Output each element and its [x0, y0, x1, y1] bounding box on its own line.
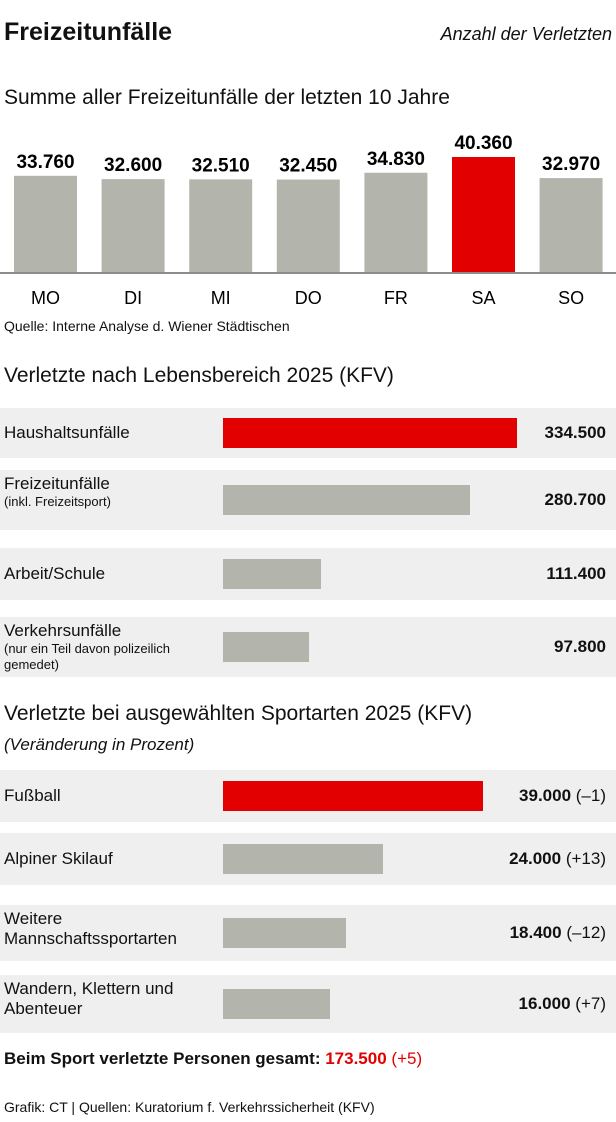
value: 18.400: [509, 923, 562, 942]
category-label: FR: [384, 288, 408, 308]
row-label: Freizeitunfälle (inkl. Freizeitsport): [4, 474, 219, 510]
row: Weitere Mannschaftssportarten 18.400 (–12…: [0, 905, 616, 961]
bar-DI: [101, 179, 165, 272]
row-label-text: Alpiner Skilauf: [4, 849, 113, 868]
row-value: 97.800: [554, 637, 606, 657]
row-bar: [223, 632, 309, 662]
value: 97.800: [554, 637, 606, 656]
category-label: MO: [31, 288, 60, 308]
total-line: Beim Sport verletzte Personen gesamt: 17…: [4, 1049, 422, 1069]
category-label: SA: [471, 288, 495, 308]
change: (–12): [566, 923, 606, 942]
row-bar: [223, 781, 483, 811]
row: Arbeit/Schule 111.400: [0, 548, 616, 600]
value: 16.000: [518, 994, 571, 1013]
row: Verkehrsunfälle (nur ein Teil davon poliz…: [0, 617, 616, 677]
row-label: Arbeit/Schule: [4, 564, 105, 584]
footer-source: Grafik: CT | Quellen: Kuratorium f. Verk…: [4, 1099, 375, 1115]
total-value: 173.500: [325, 1049, 387, 1068]
row-label: Alpiner Skilauf: [4, 849, 113, 869]
chart3-subtitle: (Veränderung in Prozent): [4, 735, 195, 754]
weekday-bar-chart: 33.760 MO 32.600 DI 32.510 MI 32.450 DO 34.830 FR…: [0, 133, 616, 308]
row: Fußball 39.000 (–1): [0, 770, 616, 822]
bar-MI: [189, 179, 253, 272]
row-bar: [223, 418, 517, 448]
row-label-text: Wandern, Klettern und Abenteuer: [4, 979, 174, 1018]
total-label: Beim Sport verletzte Personen gesamt:: [4, 1049, 321, 1068]
category-label: MI: [211, 288, 231, 308]
data-label: 32.450: [279, 156, 337, 177]
value: 24.000: [509, 849, 562, 868]
row: Alpiner Skilauf 24.000 (+13): [0, 833, 616, 885]
bar-SO: [539, 178, 603, 272]
value: 280.700: [544, 490, 606, 509]
row: Haushaltsunfälle 334.500: [0, 408, 616, 458]
row-note: (nur ein Teil davon polizeilich gemedet): [4, 641, 170, 672]
row-note: (inkl. Freizeitsport): [4, 494, 111, 509]
change: (+13): [565, 849, 606, 868]
row-bar: [223, 485, 470, 515]
bar-DO: [276, 179, 340, 272]
bar-MO: [14, 175, 77, 272]
unit-label: Anzahl der Verletzten: [440, 24, 612, 44]
row-label-text: Verkehrsunfälle: [4, 621, 122, 640]
data-label: 40.360: [454, 133, 512, 154]
bar-FR: [364, 172, 428, 272]
chart3-title: Verletzte bei ausgewählten Sportarten 20…: [4, 702, 473, 725]
category-label: DO: [295, 288, 322, 308]
row-value: 111.400: [546, 564, 606, 584]
row-value: 334.500: [545, 423, 606, 443]
data-label: 32.970: [542, 154, 600, 175]
row-bar: [223, 989, 330, 1019]
row-label-text: Fußball: [4, 786, 61, 805]
category-label: DI: [124, 288, 142, 308]
row-label: Fußball: [4, 786, 61, 806]
total-change: (+5): [391, 1049, 423, 1068]
row: Freizeitunfälle (inkl. Freizeitsport) 280.…: [0, 470, 616, 530]
row-label: Verkehrsunfälle (nur ein Teil davon poliz…: [4, 621, 219, 673]
change: (–1): [575, 786, 606, 805]
row-value: 16.000 (+7): [519, 994, 606, 1014]
row-label-text: Weitere Mannschaftssportarten: [4, 909, 177, 948]
row-value: 24.000 (+13): [509, 849, 606, 869]
row-label: Weitere Mannschaftssportarten: [4, 909, 219, 949]
data-label: 32.600: [104, 155, 162, 176]
value: 334.500: [544, 423, 606, 442]
row-value: 280.700: [545, 490, 606, 510]
row-bar: [223, 559, 321, 589]
row-label: Wandern, Klettern und Abenteuer: [4, 979, 219, 1019]
row: Wandern, Klettern und Abenteuer 16.000 (+…: [0, 975, 616, 1033]
row-value: 39.000 (–1): [519, 786, 606, 806]
chart1-source: Quelle: Interne Analyse d. Wiener Städti…: [4, 318, 290, 334]
row-label-text: Freizeitunfälle: [4, 474, 110, 493]
data-label: 34.830: [367, 149, 425, 170]
row-bar: [223, 918, 346, 948]
row-label-text: Haushaltsunfälle: [4, 423, 130, 442]
category-label: SO: [558, 288, 584, 308]
change: (+7): [575, 994, 606, 1013]
row-label-text: Arbeit/Schule: [4, 564, 106, 583]
page-title: Freizeitunfälle: [4, 18, 173, 46]
bar-SA: [452, 157, 515, 272]
data-label: 33.760: [16, 152, 74, 173]
value: 111.400: [546, 564, 606, 583]
chart1-title: Summe aller Freizeitunfälle der letzten …: [4, 86, 450, 109]
value: 39.000: [519, 786, 572, 805]
data-label: 32.510: [192, 155, 250, 176]
row-value: 18.400 (–12): [510, 923, 606, 943]
row-label: Haushaltsunfälle: [4, 423, 130, 443]
chart2-title: Verletzte nach Lebensbereich 2025 (KFV): [4, 364, 394, 387]
row-bar: [223, 844, 383, 874]
